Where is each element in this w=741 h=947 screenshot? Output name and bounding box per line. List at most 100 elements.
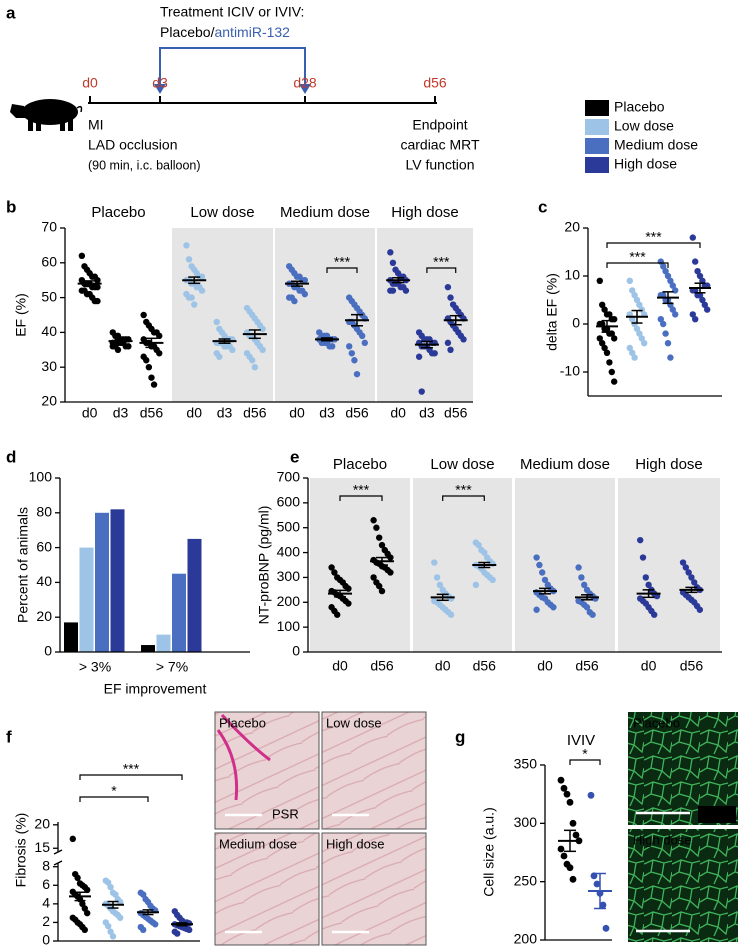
x-tick-label: d56 <box>370 658 394 674</box>
significance-bracket <box>326 267 358 273</box>
significance-label: *** <box>123 761 140 777</box>
data-point <box>301 290 308 298</box>
endpoint-text: cardiac MRT <box>400 137 480 153</box>
psr-images <box>214 711 427 946</box>
data-point <box>689 311 696 318</box>
data-point <box>641 340 648 347</box>
data-point <box>94 297 101 305</box>
data-point <box>672 287 679 294</box>
y-tick-label: 40 <box>36 573 52 589</box>
image <box>321 711 427 830</box>
data-point <box>489 576 496 584</box>
data-point <box>669 282 676 289</box>
legend-label: Medium dose <box>614 137 698 153</box>
data-point <box>183 242 190 249</box>
y-tick-label: 20 <box>564 219 580 235</box>
data-point <box>611 335 618 342</box>
data-point <box>69 835 77 843</box>
data-point <box>566 798 574 806</box>
data-point <box>662 330 669 337</box>
significance-label: * <box>582 746 588 762</box>
x-tick-label: d0 <box>332 658 348 674</box>
treatment-text: Treatment ICIV or IVIV: <box>160 4 304 20</box>
data-point <box>301 277 308 284</box>
data-point <box>84 886 91 894</box>
panel-letter: a <box>6 3 16 22</box>
data-point <box>688 574 695 581</box>
legend-label: High dose <box>614 156 677 172</box>
data-point <box>376 582 383 590</box>
data-point <box>599 301 606 308</box>
data-point <box>633 325 641 332</box>
data-point <box>560 784 568 792</box>
x-axis-label: EF improvement <box>104 681 207 697</box>
y-tick-label: 350 <box>514 756 538 772</box>
data-point <box>606 311 613 318</box>
data-point <box>679 559 687 566</box>
data-point <box>475 541 482 549</box>
endpoint-text: LV function <box>405 157 474 173</box>
significance-label: * <box>111 783 117 799</box>
data-point <box>601 306 608 313</box>
data-point <box>140 926 147 934</box>
stain-label: WGA <box>701 806 732 821</box>
data-point <box>74 874 81 882</box>
data-point <box>566 864 574 872</box>
bar <box>79 547 94 652</box>
data-point <box>345 585 352 592</box>
data-point <box>156 350 163 357</box>
data-point <box>140 311 147 319</box>
data-point <box>143 357 150 364</box>
data-point <box>645 581 652 589</box>
panel-letter: d <box>6 447 16 466</box>
chart-title: IVIV <box>567 732 595 749</box>
image-label: Placebo <box>633 715 680 730</box>
data-point <box>536 561 543 569</box>
x-tick-label: > 7% <box>156 659 188 675</box>
data-point <box>701 301 708 308</box>
data-point <box>692 258 699 265</box>
significance-bracket <box>79 774 183 780</box>
data-point <box>602 924 610 932</box>
panel-letter: c <box>538 197 547 216</box>
data-point <box>107 883 114 891</box>
arrow-head <box>154 84 166 94</box>
significance-label: *** <box>629 249 646 265</box>
data-point <box>460 336 467 343</box>
data-point <box>692 316 699 323</box>
data-point <box>444 339 452 347</box>
data-point <box>596 335 603 342</box>
data-point <box>331 569 338 576</box>
x-tick-label: d3 <box>419 405 435 421</box>
day-label: d0 <box>82 75 98 91</box>
data-point <box>481 549 488 556</box>
panel-title: Medium dose <box>280 204 370 221</box>
significance-label: *** <box>334 254 351 270</box>
pig-icon <box>10 99 83 131</box>
significance-bracket <box>569 759 601 765</box>
data-point <box>472 581 480 589</box>
y-tick-label: 200 <box>277 593 301 609</box>
data-point <box>629 287 636 294</box>
data-point <box>539 569 546 576</box>
data-point <box>689 234 696 241</box>
data-point <box>447 294 454 301</box>
data-point <box>84 909 91 917</box>
y-tick-label: 0 <box>572 315 580 331</box>
y-tick-label: 15 <box>34 839 50 855</box>
panel-title: Placebo <box>91 204 145 221</box>
event-text: MI <box>88 117 104 133</box>
data-point <box>696 272 704 280</box>
data-point <box>389 259 397 266</box>
significance-bracket <box>442 495 485 501</box>
data-point <box>533 606 540 613</box>
data-point <box>593 880 601 888</box>
data-point <box>191 301 198 308</box>
y-tick-label: 250 <box>514 872 538 888</box>
data-point <box>639 554 647 561</box>
bar <box>187 538 202 652</box>
y-tick-label: 0 <box>44 643 52 659</box>
y-tick-label: 0 <box>42 932 50 947</box>
arm-drug: antimiR-132 <box>214 24 290 40</box>
